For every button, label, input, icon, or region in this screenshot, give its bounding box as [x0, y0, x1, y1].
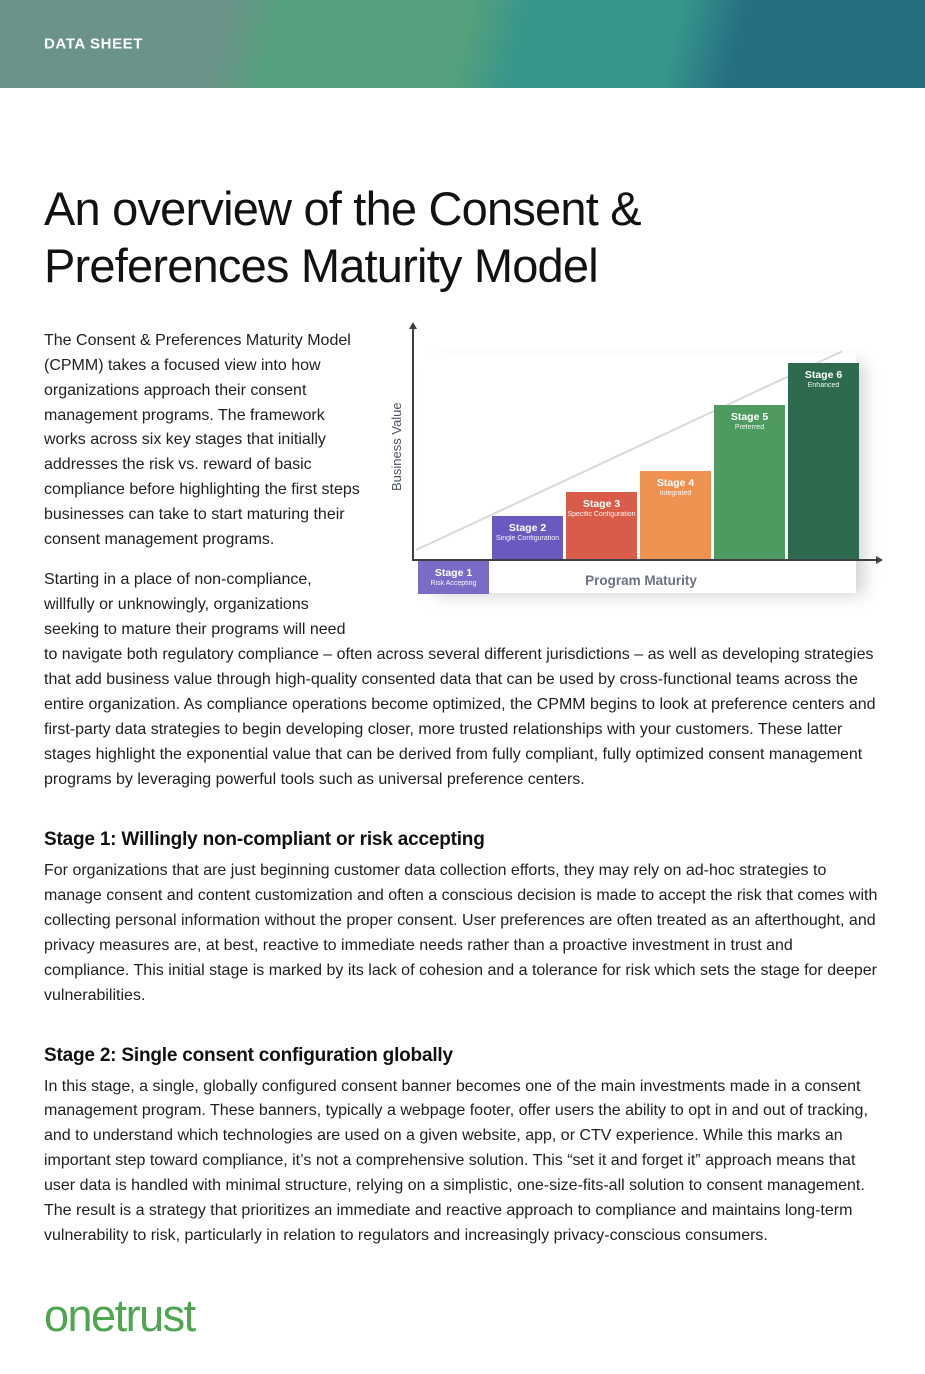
chart-bar-stage-2: Stage 2 Single Configuration	[492, 515, 563, 561]
stage-2-body: In this stage, a single, globally config…	[44, 1077, 868, 1245]
stage-label: Stage 5	[730, 410, 769, 423]
onetrust-logo: onetrust	[44, 1290, 196, 1342]
stage-sublabel: Enhanced	[807, 381, 840, 389]
y-axis	[409, 321, 417, 561]
page-title: An overview of the Consent & Preferences…	[44, 182, 642, 293]
chart-bar-stage-4: Stage 4 Integrated	[640, 470, 711, 561]
stage-2-section: Stage 2: Single consent configuration gl…	[44, 1045, 881, 1250]
stage-sublabel: Specific Configuration	[567, 510, 636, 518]
stage-1-section: Stage 1: Willingly non-compliant or risk…	[44, 829, 881, 1009]
stage-sublabel: Risk Accepting	[430, 579, 477, 587]
y-axis-label: Business Value	[389, 402, 404, 491]
stage-label: Stage 2	[508, 521, 547, 534]
eyebrow-label: DATA SHEET	[44, 35, 144, 53]
stage-label: Stage 3	[582, 497, 621, 510]
stage-1-heading: Stage 1: Willingly non-compliant or risk…	[44, 828, 485, 850]
x-axis	[412, 555, 883, 564]
intro-paragraph-1: The Consent & Preferences Maturity Model…	[44, 331, 360, 549]
stage-1-body: For organizations that are just beginnin…	[44, 861, 878, 1004]
stage-label: Stage 6	[804, 368, 843, 381]
stage-2-heading: Stage 2: Single consent configuration gl…	[44, 1044, 453, 1066]
chart-bar-stage-1: Stage 1 Risk Accepting	[418, 560, 489, 594]
stage-sublabel: Preferred	[734, 423, 765, 431]
maturity-model-chart: Business Value Stage 1 Risk Accepting Stag…	[389, 321, 883, 611]
chart-bar-stage-5: Stage 5 Preferred	[714, 404, 785, 561]
stage-sublabel: Single Configuration	[495, 534, 560, 542]
page-content: An overview of the Consent & Preferences…	[0, 180, 925, 1374]
header-banner: DATA SHEET	[0, 0, 925, 88]
chart-bar-stage-6: Stage 6 Enhanced	[788, 362, 859, 561]
chart-plot-region: Stage 1 Risk Accepting Stage 2 Single Confi…	[409, 321, 883, 594]
stage-label: Stage 1	[434, 566, 473, 579]
intro-paragraph-2: Starting in a place of non-compliance, w…	[44, 571, 876, 788]
chart-bar-stage-3: Stage 3 Specific Configuration	[566, 491, 637, 561]
chart-wrap: Business Value Stage 1 Risk Accepting Stag…	[389, 321, 883, 611]
stage-label: Stage 4	[656, 476, 695, 489]
stage-sublabel: Integrated	[659, 489, 692, 497]
